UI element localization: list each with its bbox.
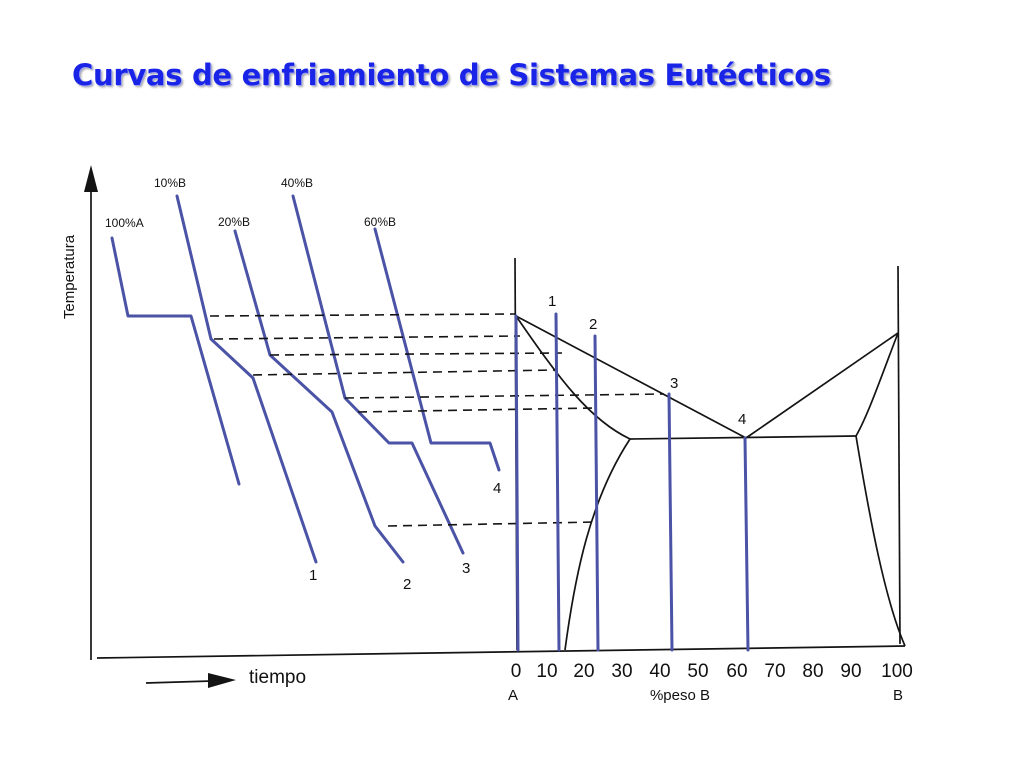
cooling-curve-60B xyxy=(373,227,501,472)
composition-tick-label: 100 xyxy=(881,661,913,682)
composition-tick-label: 80 xyxy=(802,661,823,682)
composition-line-1 xyxy=(554,312,561,652)
composition-tick-label: 0 xyxy=(511,661,522,682)
phase-diagram: 1 2 3 4 xyxy=(514,257,906,652)
time-arrow-shaft xyxy=(145,680,213,684)
eutectic-isotherm xyxy=(629,435,857,440)
solidus-right xyxy=(855,332,899,437)
composition-tick-label: 60 xyxy=(726,661,747,682)
x-axis xyxy=(96,645,906,659)
composition-tick-label: 20 xyxy=(573,661,594,682)
axes: Temperatura tiempo xyxy=(61,165,906,688)
y-axis-arrow-icon xyxy=(84,165,98,192)
composition-tick-label: 10 xyxy=(536,661,557,682)
composition-line-3 xyxy=(667,392,674,652)
curve-label-40B: 40%B xyxy=(281,176,313,190)
cooling-curve-40B xyxy=(291,194,465,555)
projection-line xyxy=(269,352,563,356)
solidus-left xyxy=(515,315,631,440)
curve-label-100A: 100%A xyxy=(105,216,144,230)
component-label-A: A xyxy=(508,687,518,704)
component-label-B: B xyxy=(893,687,903,704)
curve-end-label-3: 3 xyxy=(462,560,470,577)
projection-line xyxy=(209,313,516,317)
composition-line-label-4: 4 xyxy=(738,411,746,428)
composition-line-2 xyxy=(593,334,600,652)
x-axis-label-composition: %peso B xyxy=(650,687,710,704)
curve-label-60B: 60%B xyxy=(364,215,396,229)
curve-end-label-2: 2 xyxy=(403,576,411,593)
composition-line-label-1: 1 xyxy=(548,293,556,310)
slide-title: Curvas de enfriamiento de Sistemas Eutéc… xyxy=(72,58,831,92)
curve-end-label-1: 1 xyxy=(309,567,317,584)
curve-label-20B: 20%B xyxy=(218,215,250,229)
x-axis-label-time: tiempo xyxy=(249,667,306,688)
solubility-left xyxy=(564,438,631,651)
cooling-curves: 100%A 10%B 20%B 40%B 60%B 1 2 3 4 xyxy=(105,176,501,593)
projection-line xyxy=(344,393,665,399)
cooling-curve-100A xyxy=(110,236,241,486)
time-arrow-icon xyxy=(208,673,236,688)
composition-tick-label: 70 xyxy=(764,661,785,682)
y-axis-label: Temperatura xyxy=(61,234,78,319)
projection-line xyxy=(357,407,596,413)
composition-line-4 xyxy=(743,436,750,652)
projection-line xyxy=(213,335,521,340)
cooling-curve-20B xyxy=(233,229,405,564)
cooling-curve-10B xyxy=(175,194,318,564)
composition-tick-label: 50 xyxy=(687,661,708,682)
curve-label-10B: 10%B xyxy=(154,176,186,190)
composition-line-0 xyxy=(514,314,520,652)
composition-tick-label: 90 xyxy=(840,661,861,682)
composition-axis: 0 10 20 30 40 50 60 70 80 90 100 A %peso… xyxy=(508,661,913,704)
phase-diagram-right-axis xyxy=(897,265,901,645)
composition-tick-label: 30 xyxy=(611,661,632,682)
curve-end-label-4: 4 xyxy=(493,480,501,497)
projection-line xyxy=(387,521,597,527)
liquidus-left xyxy=(515,315,747,439)
composition-line-label-3: 3 xyxy=(670,375,678,392)
liquidus-right xyxy=(745,332,899,439)
solubility-right xyxy=(855,435,906,647)
projection-line xyxy=(252,369,556,376)
composition-tick-label: 40 xyxy=(649,661,670,682)
composition-line-label-2: 2 xyxy=(589,316,597,333)
